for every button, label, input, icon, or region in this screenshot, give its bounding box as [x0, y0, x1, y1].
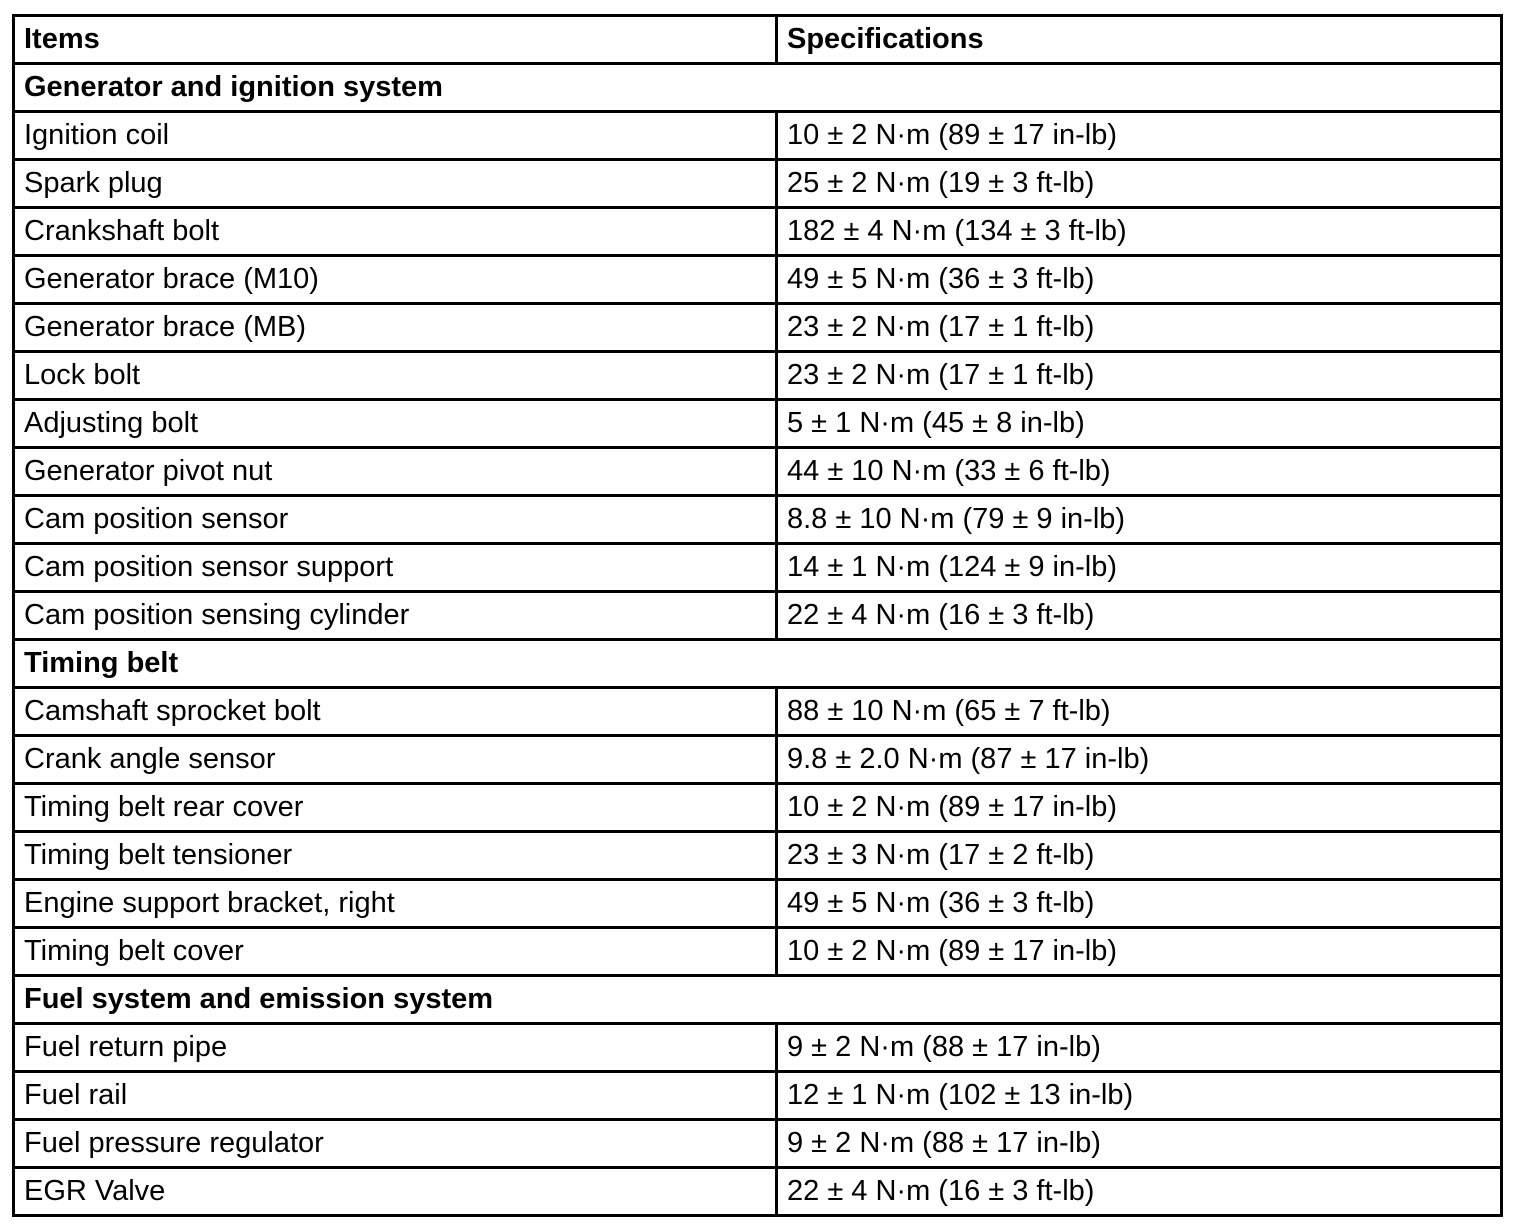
spec-cell: 8.8 ± 10 N·m (79 ± 9 in-lb) [775, 494, 1503, 545]
item-cell: Crankshaft bolt [12, 206, 778, 257]
item-cell: Timing belt tensioner [12, 830, 778, 881]
table-row: Lock bolt 23 ± 2 N·m (17 ± 1 ft-lb) [12, 350, 1503, 401]
item-cell: Generator pivot nut [12, 446, 778, 497]
table-row: Fuel return pipe 9 ± 2 N·m (88 ± 17 in-lb… [12, 1022, 1503, 1073]
section-title: Generator and ignition system [12, 62, 1503, 113]
spec-cell: 23 ± 2 N·m (17 ± 1 ft-lb) [775, 350, 1503, 401]
spec-cell: 5 ± 1 N·m (45 ± 8 in-lb) [775, 398, 1503, 449]
item-cell: Timing belt cover [12, 926, 778, 977]
spec-cell: 23 ± 2 N·m (17 ± 1 ft-lb) [775, 302, 1503, 353]
item-cell: Timing belt rear cover [12, 782, 778, 833]
spec-cell: 182 ± 4 N·m (134 ± 3 ft-lb) [775, 206, 1503, 257]
section-header-row: Timing belt [12, 638, 1503, 689]
item-cell: Fuel return pipe [12, 1022, 778, 1073]
table-row: Cam position sensor 8.8 ± 10 N·m (79 ± 9 … [12, 494, 1503, 545]
table-row: Generator pivot nut 44 ± 10 N·m (33 ± 6 f… [12, 446, 1503, 497]
table-row: EGR Valve 22 ± 4 N·m (16 ± 3 ft-lb) [12, 1166, 1503, 1217]
item-cell: Cam position sensor [12, 494, 778, 545]
spec-table-body: Generator and ignition system Ignition co… [12, 62, 1503, 1217]
table-row: Cam position sensing cylinder 22 ± 4 N·m … [12, 590, 1503, 641]
spec-cell: 25 ± 2 N·m (19 ± 3 ft-lb) [775, 158, 1503, 209]
spec-cell: 22 ± 4 N·m (16 ± 3 ft-lb) [775, 590, 1503, 641]
spec-cell: 88 ± 10 N·m (65 ± 7 ft-lb) [775, 686, 1503, 737]
table-row: Cam position sensor support 14 ± 1 N·m (1… [12, 542, 1503, 593]
spec-cell: 12 ± 1 N·m (102 ± 13 in-lb) [775, 1070, 1503, 1121]
spec-cell: 44 ± 10 N·m (33 ± 6 ft-lb) [775, 446, 1503, 497]
items-column-header: Items [12, 14, 778, 65]
item-cell: Cam position sensor support [12, 542, 778, 593]
item-cell: Cam position sensing cylinder [12, 590, 778, 641]
torque-spec-table: Items Specifications Generator and ignit… [12, 14, 1503, 1217]
spec-cell: 10 ± 2 N·m (89 ± 17 in-lb) [775, 782, 1503, 833]
item-cell: Ignition coil [12, 110, 778, 161]
table-row: Crank angle sensor 9.8 ± 2.0 N·m (87 ± 17… [12, 734, 1503, 785]
spec-cell: 9 ± 2 N·m (88 ± 17 in-lb) [775, 1118, 1503, 1169]
item-cell: Crank angle sensor [12, 734, 778, 785]
table-row: Ignition coil 10 ± 2 N·m (89 ± 17 in-lb) [12, 110, 1503, 161]
section-header-row: Fuel system and emission system [12, 974, 1503, 1025]
table-row: Timing belt rear cover 10 ± 2 N·m (89 ± 1… [12, 782, 1503, 833]
item-cell: Engine support bracket, right [12, 878, 778, 929]
item-cell: Generator brace (M10) [12, 254, 778, 305]
table-row: Timing belt tensioner 23 ± 3 N·m (17 ± 2 … [12, 830, 1503, 881]
item-cell: Generator brace (MB) [12, 302, 778, 353]
table-row: Spark plug 25 ± 2 N·m (19 ± 3 ft-lb) [12, 158, 1503, 209]
spec-cell: 9.8 ± 2.0 N·m (87 ± 17 in-lb) [775, 734, 1503, 785]
item-cell: Lock bolt [12, 350, 778, 401]
table-row: Adjusting bolt 5 ± 1 N·m (45 ± 8 in-lb) [12, 398, 1503, 449]
table-row: Timing belt cover 10 ± 2 N·m (89 ± 17 in-… [12, 926, 1503, 977]
section-header-row: Generator and ignition system [12, 62, 1503, 113]
item-cell: Fuel pressure regulator [12, 1118, 778, 1169]
table-row: Engine support bracket, right 49 ± 5 N·m … [12, 878, 1503, 929]
section-title: Fuel system and emission system [12, 974, 1503, 1025]
table-header: Items Specifications [12, 14, 1503, 65]
item-cell: EGR Valve [12, 1166, 778, 1217]
table-row: Generator brace (MB) 23 ± 2 N·m (17 ± 1 f… [12, 302, 1503, 353]
spec-cell: 22 ± 4 N·m (16 ± 3 ft-lb) [775, 1166, 1503, 1217]
spec-cell: 49 ± 5 N·m (36 ± 3 ft-lb) [775, 254, 1503, 305]
spec-cell: 23 ± 3 N·m (17 ± 2 ft-lb) [775, 830, 1503, 881]
table-row: Fuel pressure regulator 9 ± 2 N·m (88 ± 1… [12, 1118, 1503, 1169]
table-row: Crankshaft bolt 182 ± 4 N·m (134 ± 3 ft-l… [12, 206, 1503, 257]
table-row: Fuel rail 12 ± 1 N·m (102 ± 13 in-lb) [12, 1070, 1503, 1121]
specifications-column-header: Specifications [775, 14, 1503, 65]
spec-cell: 9 ± 2 N·m (88 ± 17 in-lb) [775, 1022, 1503, 1073]
spec-cell: 10 ± 2 N·m (89 ± 17 in-lb) [775, 110, 1503, 161]
item-cell: Adjusting bolt [12, 398, 778, 449]
item-cell: Fuel rail [12, 1070, 778, 1121]
spec-cell: 10 ± 2 N·m (89 ± 17 in-lb) [775, 926, 1503, 977]
spec-cell: 49 ± 5 N·m (36 ± 3 ft-lb) [775, 878, 1503, 929]
spec-cell: 14 ± 1 N·m (124 ± 9 in-lb) [775, 542, 1503, 593]
section-title: Timing belt [12, 638, 1503, 689]
item-cell: Spark plug [12, 158, 778, 209]
header-row: Items Specifications [12, 14, 1503, 65]
item-cell: Camshaft sprocket bolt [12, 686, 778, 737]
table-row: Camshaft sprocket bolt 88 ± 10 N·m (65 ± … [12, 686, 1503, 737]
table-row: Generator brace (M10) 49 ± 5 N·m (36 ± 3 … [12, 254, 1503, 305]
